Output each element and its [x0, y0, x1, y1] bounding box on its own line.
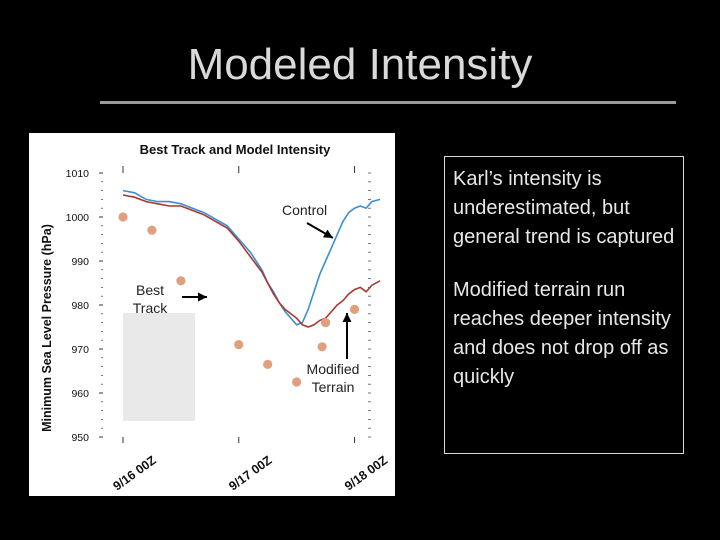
annotation-arrowhead: [342, 313, 352, 322]
y-axis-label: Minimum Sea Level Pressure (hPa): [40, 224, 54, 432]
annotation-label: Modified: [307, 361, 360, 377]
intensity-chart: Best Track and Model Intensity Minimum S…: [29, 133, 395, 496]
note-modified-terrain: Modified terrain run reaches deeper inte…: [453, 279, 671, 388]
annotation-label: Best: [136, 282, 164, 298]
best-track-point: [176, 276, 186, 286]
y-tick-label: 1010: [66, 168, 90, 180]
annotation-label: Control: [282, 202, 327, 218]
x-tick-label: 9/16 00Z: [111, 453, 159, 494]
y-tick-label: 950: [71, 432, 89, 444]
annotation-label: Terrain: [312, 379, 355, 395]
best-track-point: [147, 225, 157, 235]
best-track-point: [118, 212, 128, 222]
chart-svg: Best Track and Model Intensity Minimum S…: [40, 142, 391, 494]
y-tick-label: 960: [71, 388, 89, 400]
annotation-arrowhead: [198, 292, 207, 302]
annotation-backdrop: [123, 313, 195, 421]
best-track-point: [320, 318, 331, 328]
note-intensity-underestimated: Karl’s intensity is underestimated, but …: [453, 168, 675, 248]
best-track-point: [234, 340, 244, 350]
y-tick-label: 980: [71, 300, 89, 312]
y-tick-label: 990: [71, 256, 89, 268]
y-tick-label: 970: [71, 344, 89, 356]
x-tick-label: 9/17 00Z: [226, 453, 274, 494]
best-track-point: [292, 377, 302, 387]
title-divider: [100, 101, 676, 104]
modified-terrain-line: [122, 194, 381, 328]
notes-box: Karl’s intensity is underestimated, but …: [444, 156, 684, 454]
best-track-point: [349, 304, 360, 314]
x-tick-label: 9/18 00Z: [342, 453, 390, 494]
best-track-point: [317, 342, 327, 352]
slide-title: Modeled Intensity: [187, 40, 533, 89]
annotation-arrowhead: [322, 229, 333, 238]
best-track-point: [263, 359, 273, 369]
y-tick-label: 1000: [66, 212, 90, 224]
chart-title: Best Track and Model Intensity: [140, 142, 331, 157]
annotation-label: Track: [133, 300, 168, 316]
control-line: [122, 189, 381, 326]
